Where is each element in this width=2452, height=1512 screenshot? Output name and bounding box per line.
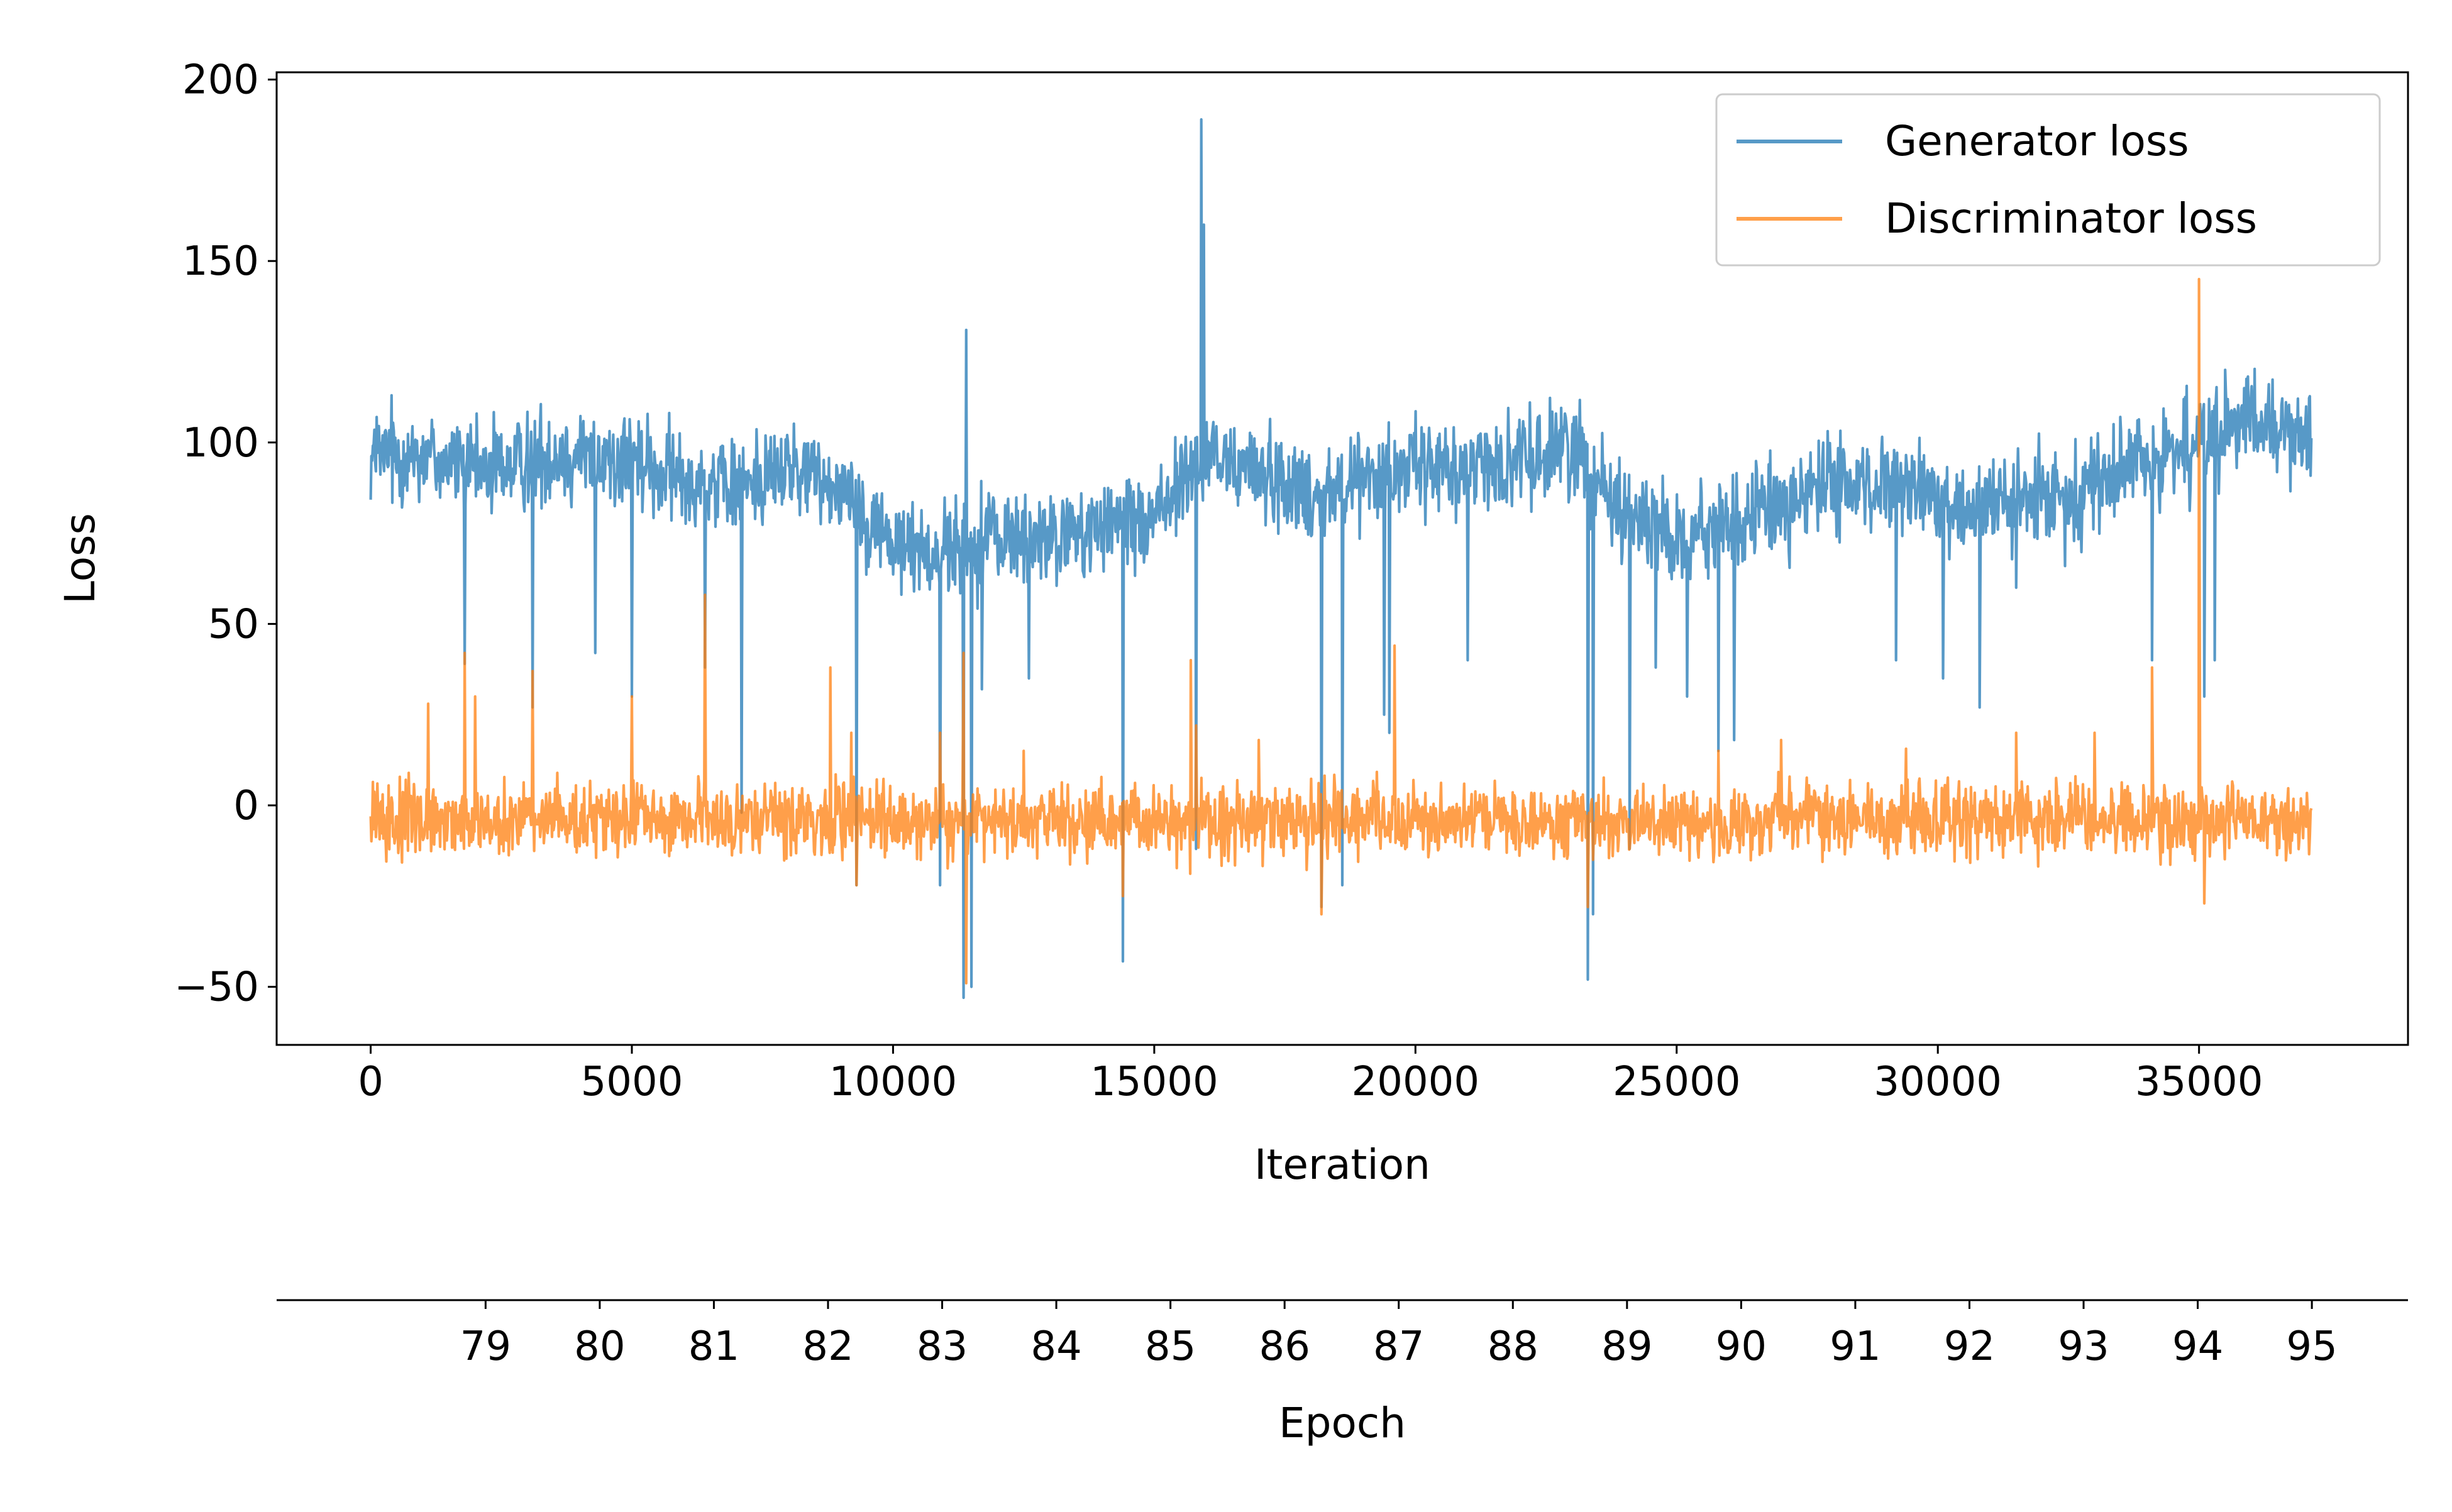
epoch-tick-label: 83 bbox=[917, 1323, 968, 1370]
series-line-generator bbox=[369, 118, 2313, 1000]
epoch-axis-label: Epoch bbox=[1279, 1399, 1406, 1447]
legend: Generator loss Discriminator loss bbox=[1715, 93, 2381, 267]
y-tick-label: 50 bbox=[208, 601, 259, 648]
epoch-tick-label: 84 bbox=[1030, 1323, 1081, 1370]
epoch-tick-label: 88 bbox=[1488, 1323, 1538, 1370]
epoch-tick-label: 91 bbox=[1830, 1323, 1880, 1370]
epoch-tick-label: 80 bbox=[574, 1323, 625, 1370]
x-tick-label: 30000 bbox=[1874, 1059, 2002, 1105]
series-line-discriminator bbox=[369, 277, 2313, 985]
epoch-tick-label: 79 bbox=[460, 1323, 511, 1370]
epoch-tick-label: 89 bbox=[1601, 1323, 1652, 1370]
legend-box bbox=[1715, 93, 2381, 267]
y-tick-label: 150 bbox=[182, 238, 259, 285]
epoch-tick-label: 86 bbox=[1259, 1323, 1310, 1370]
axes-layer: 0 5000 10000 15000 20000 25000 30000 35000 −50 0 5… bbox=[56, 57, 2409, 1447]
epoch-tick-label: 95 bbox=[2286, 1323, 2337, 1370]
legend-label-discriminator: Discriminator loss bbox=[1885, 194, 2257, 243]
epoch-tick-label: 85 bbox=[1145, 1323, 1196, 1370]
epoch-tick-label: 90 bbox=[1716, 1323, 1767, 1370]
y-tick-label: 100 bbox=[182, 420, 259, 466]
epoch-tick-label: 82 bbox=[802, 1323, 853, 1370]
x-tick-label: 10000 bbox=[829, 1059, 958, 1105]
epoch-tick-label: 81 bbox=[688, 1323, 739, 1370]
x-axis-label: Iteration bbox=[1254, 1140, 1430, 1189]
x-tick-label: 20000 bbox=[1352, 1059, 1480, 1105]
epoch-tick-label: 87 bbox=[1373, 1323, 1424, 1370]
x-tick-label: 35000 bbox=[2135, 1059, 2263, 1105]
x-tick-label: 0 bbox=[358, 1059, 384, 1105]
epoch-tick-label: 92 bbox=[1944, 1323, 1995, 1370]
series-layer bbox=[369, 118, 2313, 1000]
epoch-tick-label: 93 bbox=[2058, 1323, 2109, 1370]
y-tick-label: −50 bbox=[174, 964, 259, 1011]
epoch-tick-label: 94 bbox=[2172, 1323, 2223, 1370]
x-tick-label: 25000 bbox=[1613, 1059, 1741, 1105]
y-axis-label: Loss bbox=[56, 513, 104, 604]
y-tick-label: 0 bbox=[233, 783, 259, 829]
x-tick-label: 15000 bbox=[1090, 1059, 1218, 1105]
legend-label-generator: Generator loss bbox=[1885, 117, 2189, 165]
plot-frame bbox=[275, 71, 2409, 1046]
x-tick-label: 5000 bbox=[581, 1059, 683, 1105]
y-tick-label: 200 bbox=[182, 57, 259, 104]
